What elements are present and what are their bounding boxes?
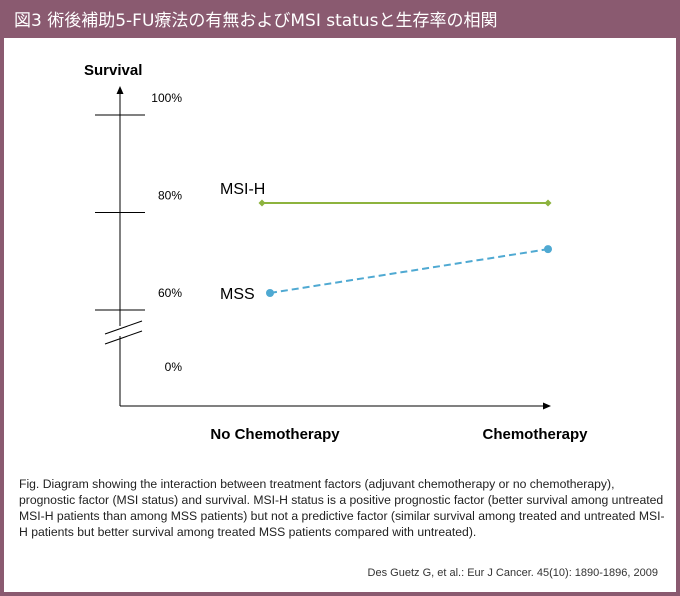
x-category-label: Chemotherapy — [482, 426, 588, 443]
y-tick-label: 80% — [158, 189, 182, 203]
data-point — [544, 245, 552, 254]
data-point — [544, 199, 552, 207]
data-point — [258, 199, 266, 207]
chart-axes — [104, 86, 551, 410]
x-axis-arrow — [543, 402, 551, 410]
series-group: MSI-H MSS — [220, 181, 552, 303]
figure-caption: Fig. Diagram showing the interaction bet… — [19, 477, 665, 539]
y-axis-arrow — [116, 86, 124, 94]
series-label-mss: MSS — [220, 286, 255, 303]
x-category-labels: No Chemotherapy Chemotherapy — [210, 426, 588, 443]
y-tick-label: 100% — [151, 91, 182, 105]
y-axis-label: Survival — [84, 62, 142, 79]
y-tick-label: 60% — [158, 286, 182, 300]
figure-title: 図3 術後補助5-FU療法の有無およびMSI statusと生存率の相関 — [4, 4, 676, 38]
data-point — [266, 289, 274, 297]
x-category-label: No Chemotherapy — [210, 426, 340, 443]
y-ticks: 100% 80% 60% 0% — [95, 91, 182, 374]
citation: Des Guetz G, et al.: Eur J Cancer. 45(10… — [367, 567, 658, 579]
series-line-mss — [269, 248, 549, 294]
series-label-msi-h: MSI-H — [220, 181, 265, 198]
axis-break-mark-1 — [104, 320, 143, 335]
axis-break-mark-2 — [104, 330, 143, 345]
y-tick-label: 0% — [165, 360, 183, 374]
